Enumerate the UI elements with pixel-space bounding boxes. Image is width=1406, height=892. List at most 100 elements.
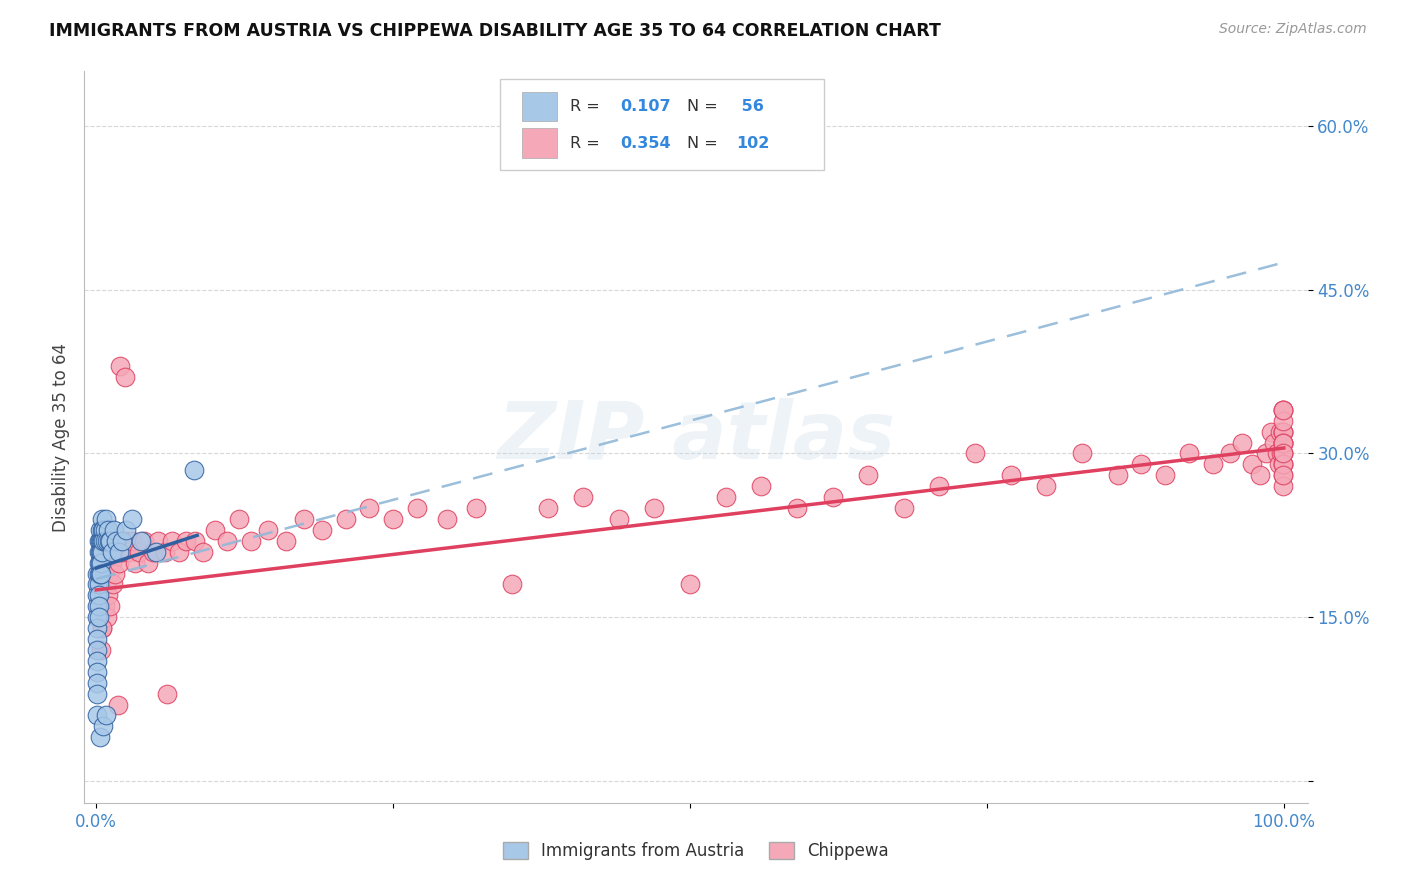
Point <box>1268 458 1291 472</box>
Point <box>1271 468 1294 483</box>
Point <box>276 533 298 548</box>
Point <box>121 512 143 526</box>
Point <box>292 512 315 526</box>
Point <box>257 523 280 537</box>
Point <box>1271 402 1294 417</box>
Point <box>1271 458 1294 472</box>
Point <box>138 556 160 570</box>
Point <box>1271 435 1294 450</box>
Point <box>1254 446 1277 460</box>
Point <box>183 463 205 477</box>
Point <box>162 533 184 548</box>
Point <box>93 599 115 614</box>
Text: N =: N = <box>688 136 723 151</box>
Point <box>1265 446 1288 460</box>
Point <box>679 577 702 591</box>
Point <box>94 577 117 591</box>
Point <box>86 643 108 657</box>
Text: 102: 102 <box>737 136 769 151</box>
Point <box>1178 446 1201 460</box>
Point <box>215 533 238 548</box>
Point <box>86 599 108 614</box>
Point <box>101 577 124 591</box>
Point <box>103 523 125 537</box>
Point <box>87 599 110 614</box>
Point <box>86 687 108 701</box>
Point <box>607 512 630 526</box>
Point <box>90 643 112 657</box>
Point <box>89 731 111 745</box>
Point <box>1271 435 1294 450</box>
Text: R =: R = <box>569 136 605 151</box>
Point <box>111 545 134 559</box>
Point <box>132 533 155 548</box>
Point <box>87 566 110 581</box>
Point <box>91 533 114 548</box>
Point <box>1271 425 1294 439</box>
Point <box>1240 458 1263 472</box>
Point <box>105 533 128 548</box>
Point <box>184 533 207 548</box>
Point <box>118 545 141 559</box>
Point <box>1271 458 1294 472</box>
Point <box>536 501 558 516</box>
Point <box>176 533 198 548</box>
Point <box>643 501 665 516</box>
Point <box>86 577 108 591</box>
Text: 0.354: 0.354 <box>620 136 671 151</box>
Point <box>91 621 114 635</box>
Point <box>239 533 262 548</box>
Point <box>142 545 165 559</box>
Point <box>1232 435 1254 450</box>
Point <box>359 501 381 516</box>
Point <box>86 632 108 646</box>
Point <box>1201 458 1223 472</box>
Point <box>1071 446 1094 460</box>
Point <box>86 708 108 723</box>
Point <box>1271 468 1294 483</box>
Point <box>1271 435 1294 450</box>
Point <box>89 545 111 559</box>
Point <box>93 523 115 537</box>
Point <box>1271 425 1294 439</box>
Bar <box>522 128 557 158</box>
Point <box>91 545 114 559</box>
Point <box>90 566 112 581</box>
Point <box>103 545 125 559</box>
Point <box>131 533 153 548</box>
Point <box>1271 446 1294 460</box>
Y-axis label: Disability Age 35 to 64: Disability Age 35 to 64 <box>52 343 70 532</box>
Point <box>89 556 111 570</box>
Point <box>114 370 136 384</box>
Point <box>93 533 115 548</box>
Point <box>98 533 121 548</box>
Point <box>436 512 458 526</box>
Point <box>311 523 333 537</box>
Point <box>93 719 115 733</box>
Point <box>87 556 110 570</box>
Text: R =: R = <box>569 99 605 114</box>
Point <box>501 577 523 591</box>
Text: 0.107: 0.107 <box>620 99 671 114</box>
Point <box>100 556 122 570</box>
Text: Source: ZipAtlas.com: Source: ZipAtlas.com <box>1219 22 1367 37</box>
Point <box>1154 468 1177 483</box>
Point <box>191 545 214 559</box>
Point <box>124 556 146 570</box>
Point <box>1271 402 1294 417</box>
Point <box>153 545 176 559</box>
Point <box>1271 435 1294 450</box>
Point <box>146 533 169 548</box>
Point <box>90 533 112 548</box>
Point <box>107 556 129 570</box>
Point <box>86 566 108 581</box>
Point <box>86 621 108 635</box>
Point <box>93 523 115 537</box>
Point <box>128 545 150 559</box>
Point <box>87 610 110 624</box>
Point <box>91 621 114 635</box>
Point <box>107 698 129 712</box>
Bar <box>522 92 557 121</box>
Point <box>86 588 108 602</box>
Point <box>89 566 111 581</box>
